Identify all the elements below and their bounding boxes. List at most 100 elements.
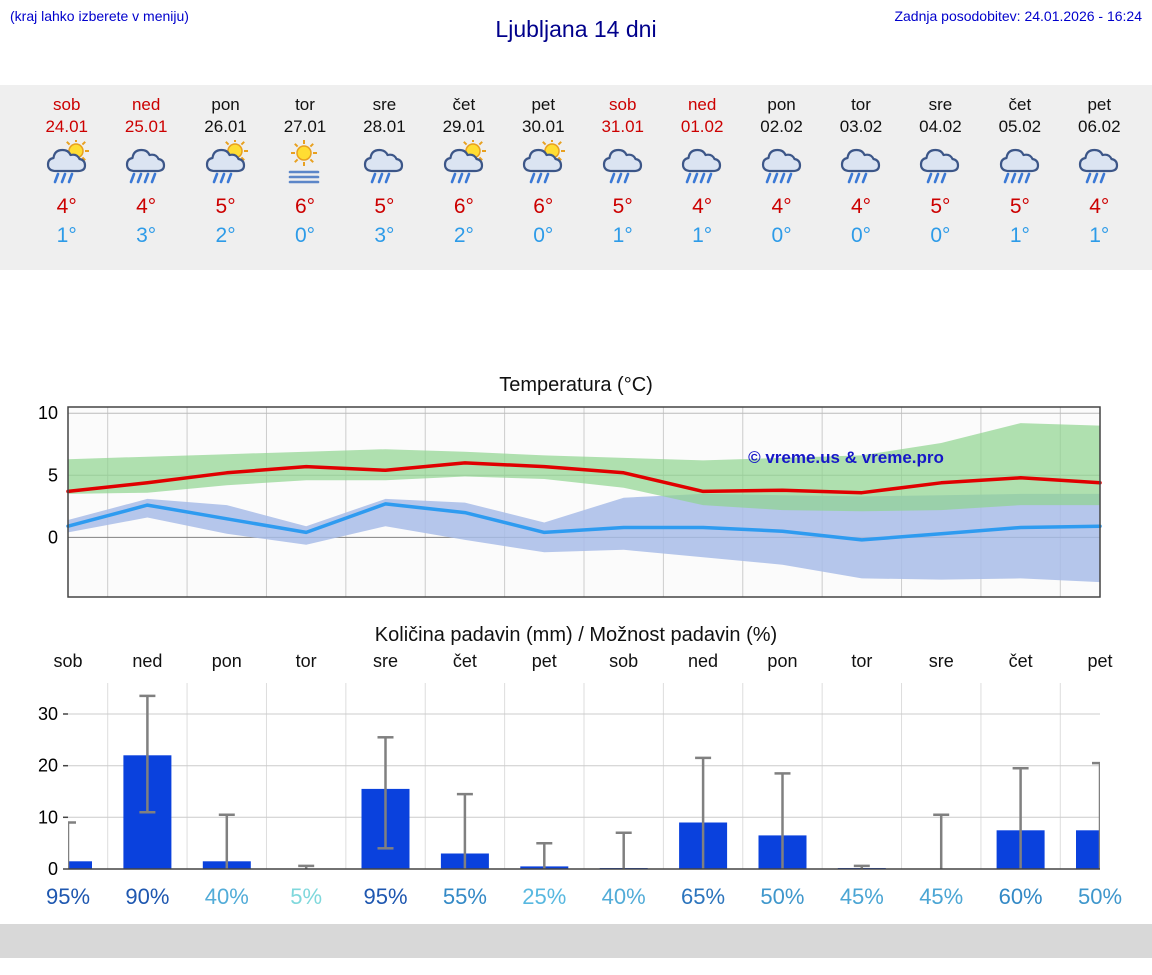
- day-date: 02.02: [760, 117, 803, 136]
- weather-sun-fog-icon: [265, 140, 344, 194]
- max-temperature: 4°: [850, 195, 872, 218]
- day-column[interactable]: tor 03.02 4° 0°: [821, 95, 900, 248]
- max-temperature: 4°: [56, 195, 77, 218]
- weather-heavy-rain-icon: [662, 140, 741, 194]
- day-name: čet: [452, 95, 476, 114]
- max-temperature: 5°: [374, 195, 395, 218]
- precip-probability-label: 55%: [442, 884, 487, 909]
- day-name: ned: [131, 95, 161, 114]
- day-name: pon: [211, 95, 240, 114]
- min-temperature: 3°: [374, 224, 395, 247]
- max-temperature: 5°: [215, 195, 236, 218]
- precip-probability-label: 45%: [839, 884, 884, 909]
- day-column[interactable]: sre 04.02 5° 0°: [901, 95, 980, 248]
- day-date: 03.02: [839, 117, 883, 136]
- precip-probability-label: 45%: [919, 884, 964, 909]
- day-name: pet: [1087, 95, 1112, 114]
- max-temperature: 5°: [612, 195, 633, 218]
- precip-day-label: pon: [211, 651, 242, 671]
- precip-day-label: pet: [1087, 651, 1113, 671]
- day-name: sob: [53, 95, 81, 114]
- weather-sun-rain-icon: [424, 138, 503, 194]
- precip-probability-label: 95%: [45, 884, 91, 909]
- forecast-days-strip: sob 24.01 4° 1° ned 25.01 4° 3° pon 26.01 5° 2° tor 2…: [0, 85, 1152, 270]
- day-column[interactable]: sob 31.01 5° 1°: [583, 95, 662, 248]
- day-column[interactable]: sob 24.01 4° 1°: [27, 95, 106, 248]
- precipitation-chart-title: Količina padavin (mm) / Možnost padavin …: [374, 624, 778, 646]
- precip-probability-row: 95% 90% 40% 5% 95% 55% 25% 40% 65% 50% 45% 45% 60% 50…: [0, 884, 1152, 916]
- weather-rain-icon: [583, 140, 662, 194]
- svg-text:0: 0: [48, 859, 58, 879]
- menu-hint: (kraj lahko izberete v meniju): [10, 8, 189, 24]
- weather-rain-icon: [901, 140, 980, 194]
- max-temperature: 6°: [294, 195, 316, 218]
- weather-rain-icon: [345, 140, 424, 194]
- day-column[interactable]: ned 25.01 4° 3°: [106, 95, 185, 248]
- precipitation-section: Količina padavin (mm) / Možnost padavin …: [0, 624, 1152, 916]
- day-date: 30.01: [522, 117, 565, 136]
- max-temperature: 4°: [1089, 195, 1110, 218]
- day-column[interactable]: pet 30.01 6° 0°: [504, 95, 583, 248]
- temperature-section: Temperatura (°C) 0 5 10 © vreme.us & vreme.…: [0, 374, 1152, 606]
- weather-sun-rain-icon: [186, 138, 265, 194]
- day-column[interactable]: čet 29.01 6° 2°: [424, 95, 503, 248]
- day-column[interactable]: ned 01.02 4° 1°: [662, 95, 741, 248]
- precip-day-label: ned: [688, 651, 719, 671]
- max-temperature: 4°: [136, 195, 157, 218]
- min-temperature: 1°: [56, 224, 77, 247]
- weather-rain-icon: [821, 140, 900, 194]
- weather-heavy-rain-icon: [742, 140, 821, 194]
- precip-probability-label: 90%: [125, 884, 170, 909]
- precip-day-label: tor: [295, 651, 317, 671]
- precip-probability-label: 95%: [363, 884, 408, 909]
- precip-probability-label: 65%: [681, 884, 726, 909]
- svg-text:0: 0: [48, 527, 58, 547]
- precip-probability-label: 60%: [998, 884, 1043, 909]
- day-name: pon: [767, 95, 796, 114]
- day-date: 06.02: [1078, 117, 1121, 136]
- precip-day-label: čet: [1008, 651, 1033, 671]
- precip-bar: [68, 861, 92, 869]
- precip-day-labels-row: sob ned pon tor sre čet pet sob ned pon tor sre čet p…: [0, 651, 1152, 677]
- precip-day-label: čet: [452, 651, 477, 671]
- day-column[interactable]: tor 27.01 6° 0°: [265, 95, 344, 248]
- weather-heavy-rain-icon: [106, 140, 185, 194]
- precip-probability-label: 50%: [1077, 884, 1123, 909]
- precip-day-label: ned: [132, 651, 163, 671]
- svg-text:5: 5: [48, 465, 58, 485]
- svg-text:30: 30: [38, 704, 58, 724]
- day-date: 04.02: [919, 117, 962, 136]
- day-date: 01.02: [680, 117, 724, 136]
- day-name: sre: [928, 95, 953, 114]
- day-column[interactable]: sre 28.01 5° 3°: [345, 95, 424, 248]
- footer-bar: [0, 924, 1152, 958]
- day-column[interactable]: čet 05.02 5° 1°: [980, 95, 1059, 248]
- precip-probability-label: 40%: [204, 884, 249, 909]
- day-name: sre: [372, 95, 397, 114]
- day-date: 25.01: [124, 117, 168, 136]
- min-temperature: 1°: [1089, 224, 1110, 247]
- day-name: ned: [687, 95, 717, 114]
- day-name: tor: [851, 95, 871, 114]
- max-temperature: 6°: [453, 195, 474, 218]
- max-temperature: 4°: [771, 195, 792, 218]
- min-temperature: 1°: [612, 224, 633, 247]
- min-temperature: 0°: [850, 224, 872, 247]
- day-column[interactable]: pon 02.02 4° 0°: [742, 95, 821, 248]
- weather-rain-icon: [1060, 140, 1139, 194]
- day-date: 24.01: [45, 117, 88, 136]
- day-column[interactable]: pet 06.02 4° 1°: [1060, 95, 1139, 248]
- max-temperature: 6°: [533, 195, 554, 218]
- precip-day-label: pet: [531, 651, 557, 671]
- svg-text:© vreme.us & vreme.pro: © vreme.us & vreme.pro: [748, 448, 944, 467]
- precip-day-label: sre: [373, 651, 399, 671]
- day-name: pet: [531, 95, 556, 114]
- min-temperature: 2°: [215, 224, 236, 247]
- precip-day-label: sob: [609, 651, 639, 671]
- min-temperature: 2°: [453, 224, 474, 247]
- day-column[interactable]: pon 26.01 5° 2°: [186, 95, 265, 248]
- last-update-timestamp: Zadnja posodobitev: 24.01.2026 - 16:24: [894, 8, 1142, 24]
- precip-day-label: pon: [767, 651, 798, 671]
- day-date: 31.01: [601, 117, 644, 136]
- day-name: sob: [609, 95, 637, 114]
